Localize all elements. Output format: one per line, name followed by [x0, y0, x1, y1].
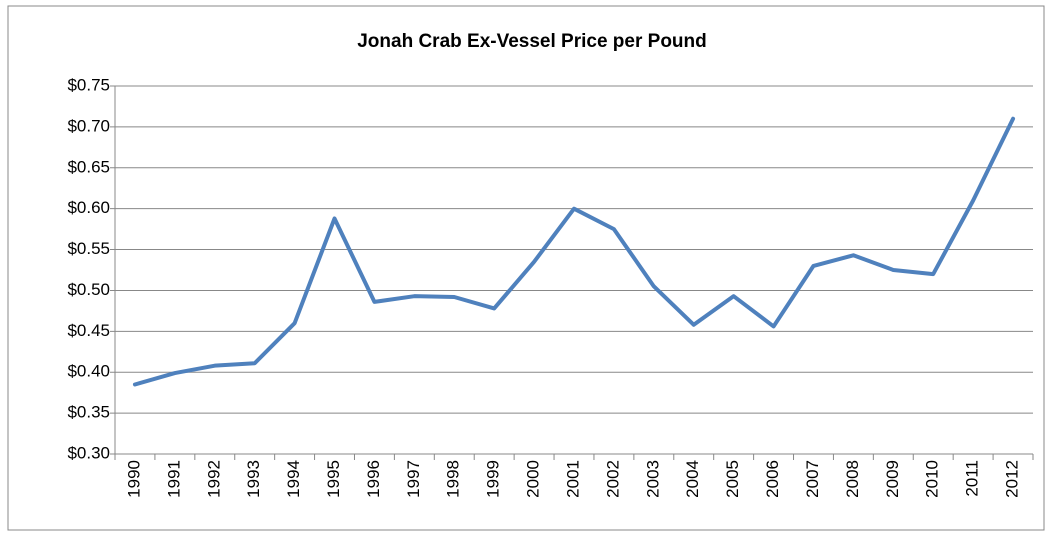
x-tick-label: 1990	[124, 460, 143, 498]
x-tick-label: 2007	[803, 460, 822, 498]
y-tick-label: $0.45	[67, 321, 110, 340]
x-tick-label: 1996	[364, 460, 383, 498]
x-tick-label: 2008	[843, 460, 862, 498]
x-tick-label: 2005	[723, 460, 742, 498]
x-tick-label: 2004	[683, 460, 702, 498]
chart-title: Jonah Crab Ex-Vessel Price per Pound	[357, 31, 707, 52]
chart-frame	[7, 5, 1045, 531]
y-tick-label: $0.60	[67, 198, 110, 217]
x-tick-label: 2006	[763, 460, 782, 498]
y-tick-label: $0.55	[67, 239, 110, 258]
x-tick-label: 2002	[603, 460, 622, 498]
x-tick-label: 1999	[484, 460, 503, 498]
x-tick-label: 2010	[923, 460, 942, 498]
y-tick-label: $0.70	[67, 116, 110, 135]
y-tick-label: $0.75	[67, 75, 110, 94]
y-tick-label: $0.40	[67, 362, 110, 381]
x-tick-label: 2012	[1003, 460, 1022, 498]
x-tick-label: 1998	[444, 460, 463, 498]
x-tick-label: 2011	[963, 460, 982, 497]
x-tick-label: 1993	[244, 460, 263, 498]
x-tick-label: 2003	[643, 460, 662, 498]
x-tick-label: 2001	[563, 460, 582, 498]
x-tick-label: 1995	[324, 460, 343, 498]
x-tick-label: 1997	[404, 460, 423, 498]
x-tick-label: 2009	[883, 460, 902, 498]
x-tick-label: 1991	[164, 460, 183, 498]
x-tick-label: 2000	[524, 460, 543, 498]
x-tick-label: 1992	[204, 460, 223, 498]
x-tick-label: 1994	[284, 460, 303, 498]
y-tick-label: $0.30	[67, 443, 110, 462]
y-tick-label: $0.35	[67, 403, 110, 422]
data-line	[132, 116, 1016, 387]
y-tick-label: $0.50	[67, 280, 110, 299]
y-tick-label: $0.65	[67, 157, 110, 176]
